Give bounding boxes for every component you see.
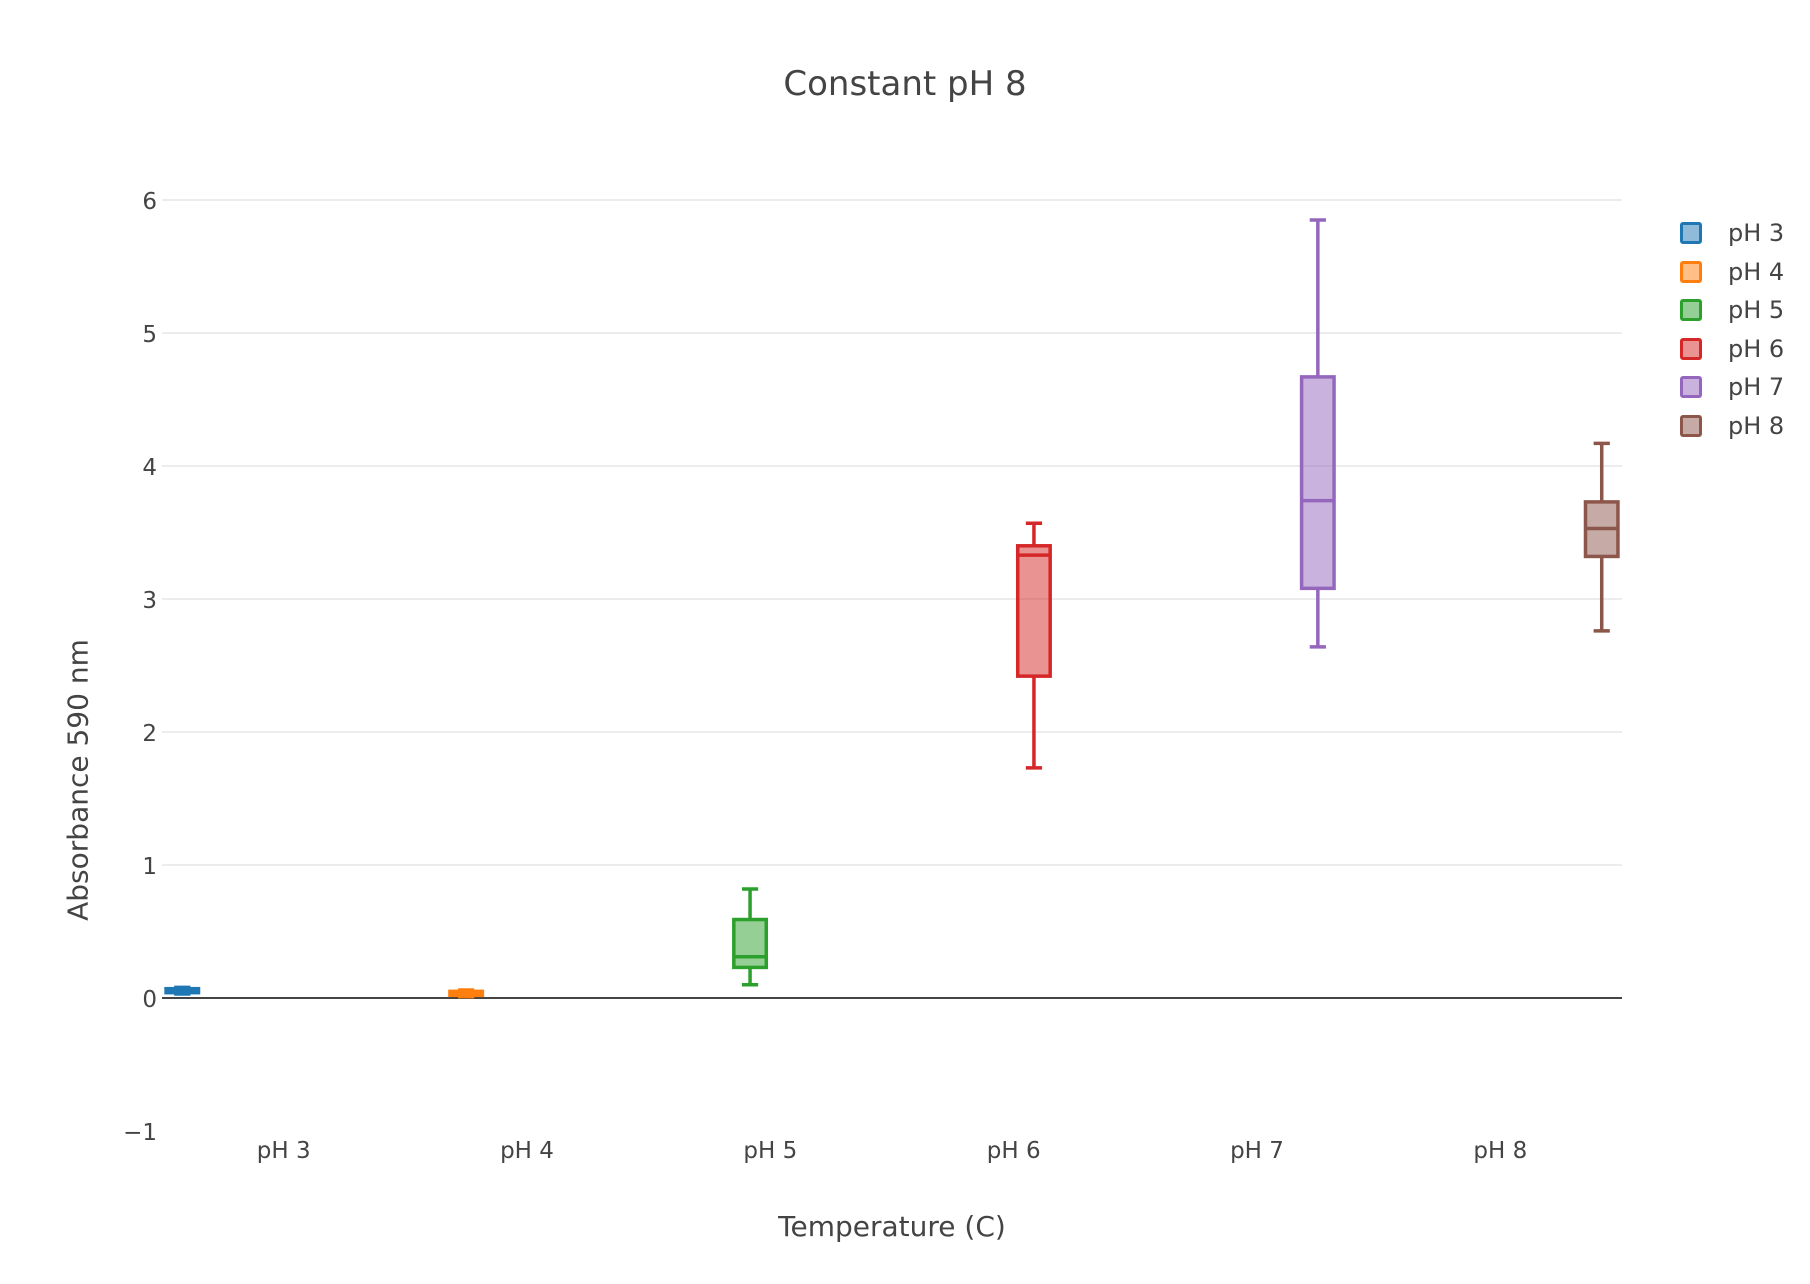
y-tick-label: 1	[142, 854, 157, 880]
legend-swatch	[1680, 376, 1702, 399]
box-ph-5	[732, 917, 769, 970]
y-tick-label: 5	[142, 322, 157, 348]
y-tick-label: −1	[123, 1120, 157, 1146]
x-tick-label: pH 8	[1473, 1138, 1527, 1164]
legend-swatch	[1680, 337, 1702, 360]
box-ph-6	[1015, 544, 1052, 678]
legend-item-ph-6[interactable]: pH 6	[1680, 330, 1784, 369]
legend-item-ph-7[interactable]: pH 7	[1680, 368, 1784, 407]
x-tick-label: pH 4	[500, 1138, 554, 1164]
legend-swatch	[1680, 414, 1702, 437]
y-tick-label: 3	[142, 588, 157, 614]
legend-item-ph-4[interactable]: pH 4	[1680, 253, 1784, 292]
legend-item-ph-8[interactable]: pH 8	[1680, 407, 1784, 446]
y-tick-label: 2	[142, 721, 157, 747]
legend-label: pH 5	[1728, 296, 1785, 325]
x-axis-label: Temperature (C)	[778, 1210, 1006, 1243]
y-axis-label: Absorbance 590 nm	[61, 639, 95, 921]
y-tick-label: 4	[142, 455, 157, 481]
legend-label: pH 6	[1728, 334, 1785, 363]
legend: pH 3 pH 4 pH 5 pH 6 pH 7 pH 8	[1680, 214, 1784, 445]
x-tick-label: pH 7	[1230, 1138, 1284, 1164]
legend-label: pH 3	[1728, 219, 1785, 248]
x-tick-label: pH 5	[743, 1138, 797, 1164]
legend-label: pH 4	[1728, 257, 1785, 286]
legend-swatch	[1680, 222, 1702, 245]
x-tick-label: pH 3	[257, 1138, 311, 1164]
y-tick-label: 0	[142, 987, 157, 1013]
legend-swatch	[1680, 260, 1702, 283]
legend-swatch	[1680, 299, 1702, 322]
box-ph-7	[1299, 375, 1336, 591]
chart-title: Constant pH 8	[783, 64, 1027, 104]
x-tick-label: pH 6	[987, 1138, 1041, 1164]
y-tick-label: 6	[142, 189, 157, 215]
legend-label: pH 7	[1728, 373, 1785, 402]
legend-label: pH 8	[1728, 411, 1785, 440]
legend-item-ph-3[interactable]: pH 3	[1680, 214, 1784, 253]
legend-item-ph-5[interactable]: pH 5	[1680, 291, 1784, 330]
